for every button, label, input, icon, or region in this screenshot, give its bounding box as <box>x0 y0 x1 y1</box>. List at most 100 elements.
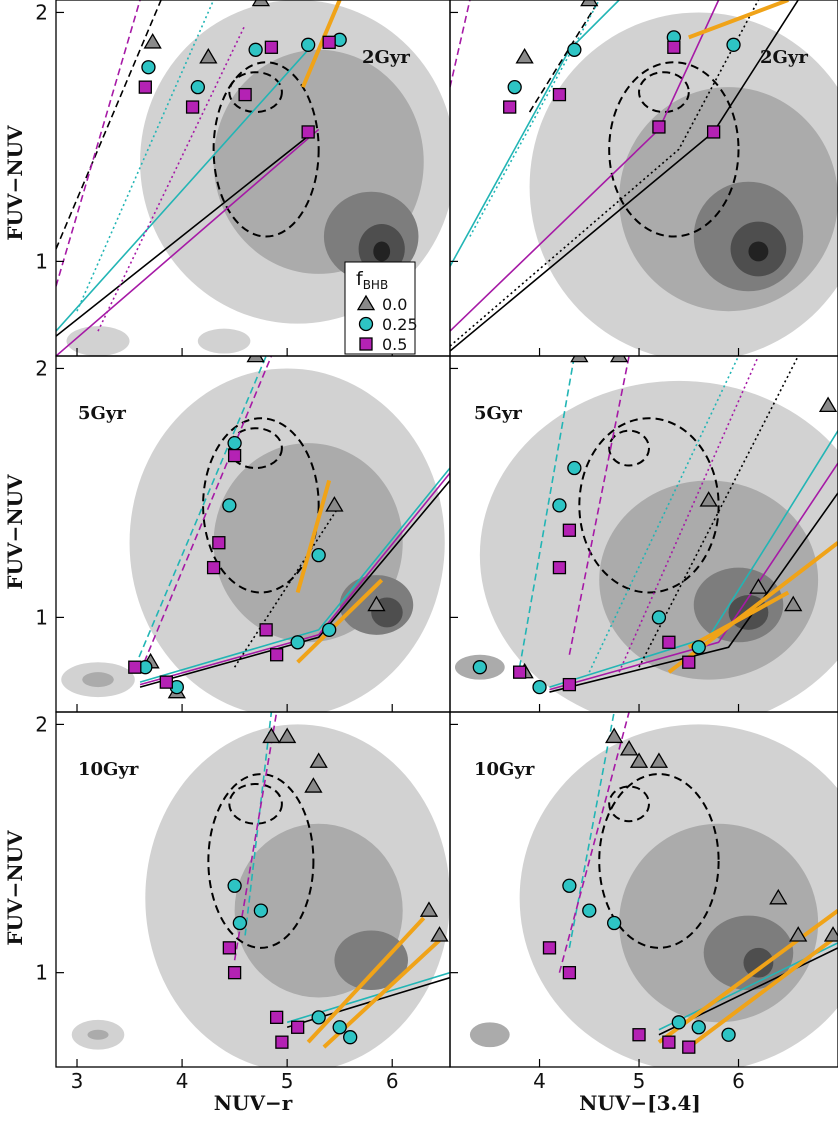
track-black-solid-1-0-0 <box>139 479 450 688</box>
point-square-2-1-1 <box>562 966 577 980</box>
point-circle-1-1-5 <box>691 640 706 655</box>
point-square-1-0-0 <box>128 660 142 674</box>
track-magenta-dashed-0-1-4 <box>450 0 471 88</box>
point-square-2-1-4 <box>682 1040 696 1054</box>
panel-2-1 <box>469 712 838 1067</box>
point-circle-0-0-2 <box>248 42 263 57</box>
dashed-contour-2-0-0 <box>207 773 315 949</box>
point-triangle-2-0-5 <box>430 926 449 942</box>
point-triangle-0-0-2 <box>251 0 271 7</box>
age-label-0-0: 2Gyr <box>362 47 410 68</box>
age-label-0-1: 2Gyr <box>760 47 808 68</box>
legend: fBHB 0.00.250.5 <box>344 261 418 355</box>
contour-1-0-5 <box>82 672 114 688</box>
axis-labels: FUV−NUV FUV−NUV FUV−NUV NUV−r NUV−[3.4] <box>3 125 701 1115</box>
point-triangle-1-0-4 <box>367 595 386 612</box>
xlabel-right: NUV−[3.4] <box>579 1091 701 1115</box>
contour-2-1-3 <box>743 947 774 978</box>
track-cyan-dotted-0-0-5 <box>76 0 215 312</box>
point-circle-1-0-5 <box>290 635 305 650</box>
track-cyan-dashed-1-0-3 <box>134 356 267 668</box>
point-square-2-0-2 <box>269 1010 284 1024</box>
point-circle-2-0-2 <box>253 903 269 918</box>
age-label-2-1: 10Gyr <box>474 759 535 780</box>
point-square-0-1-4 <box>706 125 721 139</box>
point-circle-0-1-1 <box>567 42 582 57</box>
xtick-label-0-4: 4 <box>176 1069 189 1093</box>
dashed-contour-2-0-1 <box>228 782 283 825</box>
xlabel-left: NUV−r <box>214 1091 293 1115</box>
ylabel-row2: FUV−NUV <box>3 474 27 590</box>
point-circle-0-0-1 <box>190 79 205 95</box>
xtick-label-0-6: 6 <box>386 1069 399 1093</box>
point-square-0-1-1 <box>552 87 567 102</box>
point-triangle-2-1-1 <box>619 739 639 756</box>
ytick-label-2-2: 2 <box>35 712 48 736</box>
legend-box <box>344 261 416 355</box>
track-cyan-dashed-2-1-2 <box>568 712 615 948</box>
age-label-1-0: 5Gyr <box>78 403 126 424</box>
panel-1-1 <box>454 356 838 712</box>
point-triangle-2-1-5 <box>789 926 808 942</box>
point-square-1-0-2 <box>206 560 221 575</box>
point-square-1-0-3 <box>212 536 226 550</box>
orange-line-0-0-0 <box>301 0 342 88</box>
dashed-contour-2-1-1 <box>608 785 650 823</box>
orange-line-2-1-0 <box>657 908 838 1044</box>
point-square-2-1-0 <box>542 941 557 955</box>
contour-0-0-6 <box>197 328 251 354</box>
legend-marker-triangle <box>356 294 376 311</box>
track-black-solid-0-0-0 <box>56 131 314 337</box>
point-circle-2-1-4 <box>691 1020 706 1035</box>
point-circle-2-1-5 <box>721 1027 736 1042</box>
panel-2-0 <box>71 712 450 1067</box>
frame-2-1 <box>449 711 838 1068</box>
point-circle-2-1-3 <box>671 1015 686 1030</box>
point-circle-1-0-3 <box>222 498 237 513</box>
point-triangle-2-1-3 <box>649 752 669 768</box>
point-square-1-1-2 <box>552 560 567 575</box>
legend-marker-circle <box>358 316 374 332</box>
xtick-label-0-3: 3 <box>71 1069 84 1093</box>
track-magenta-dotted-0-0-6 <box>97 24 246 332</box>
point-square-0-0-3 <box>264 40 279 54</box>
ylabel-row1: FUV−NUV <box>3 125 27 241</box>
ytick-label-1-1: 1 <box>35 605 48 629</box>
track-magenta-solid-1-1-2 <box>549 462 838 691</box>
track-magenta-dashed-1-1-4 <box>568 356 630 655</box>
dashed-contour-0-0-1 <box>228 71 283 114</box>
dashed-contour-1-1-0 <box>578 417 720 594</box>
legend-label-square: 0.5 <box>382 335 407 354</box>
point-circle-0-1-3 <box>726 37 741 52</box>
legend-label-circle: 0.25 <box>382 315 418 334</box>
point-square-0-0-4 <box>301 125 315 139</box>
point-square-1-1-5 <box>682 655 696 669</box>
track-black-dotted-0-1-5 <box>450 0 760 347</box>
track-magenta-solid-0-0-2 <box>56 128 320 356</box>
point-circle-1-1-4 <box>651 610 667 625</box>
point-square-2-0-3 <box>291 1020 305 1034</box>
orange-line-2-1-1 <box>687 933 838 1049</box>
point-square-2-0-4 <box>275 1035 289 1049</box>
point-square-0-0-0 <box>138 80 152 94</box>
point-square-1-0-1 <box>159 675 173 689</box>
track-magenta-dashed-1-0-4 <box>139 356 273 673</box>
point-triangle-1-0-2 <box>246 356 265 363</box>
ylabel-row3: FUV−NUV <box>3 830 27 946</box>
point-triangle-1-1-3 <box>699 491 718 507</box>
ytick-label-0-1: 1 <box>35 249 48 273</box>
point-square-1-1-4 <box>662 635 676 649</box>
orange-line-1-0-0 <box>295 479 332 594</box>
point-circle-0-0-0 <box>141 60 156 75</box>
contour-2-0-4 <box>87 1029 109 1040</box>
point-triangle-2-0-3 <box>304 777 323 793</box>
point-circle-1-1-2 <box>552 498 567 513</box>
panel-0-1 <box>450 0 838 356</box>
dashed-contour-1-0-1 <box>228 427 283 470</box>
contour-0-1-4 <box>748 241 769 262</box>
track-magenta-dashed-2-0-3 <box>233 712 278 961</box>
dashed-contour-1-0-0 <box>202 417 320 594</box>
orange-line-0-1-0 <box>688 0 789 40</box>
point-triangle-2-1-6 <box>823 926 838 942</box>
point-square-2-1-3 <box>662 1035 676 1049</box>
